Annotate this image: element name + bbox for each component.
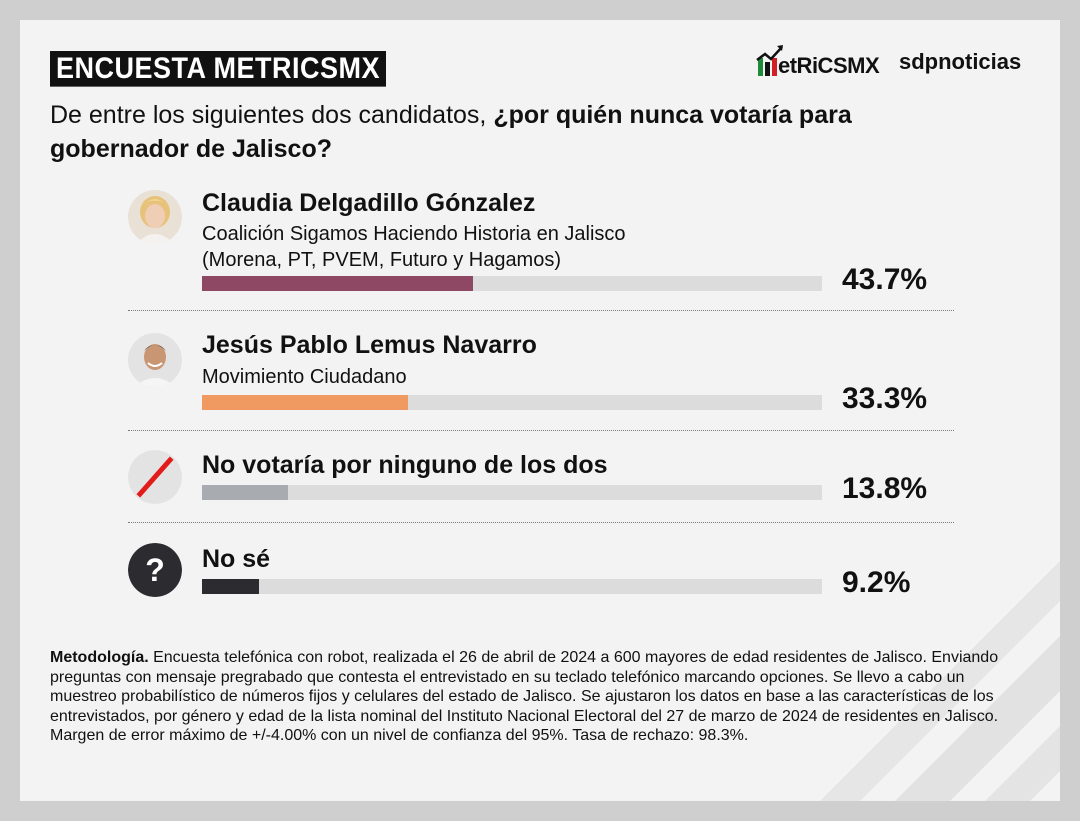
candidate-name-2: Jesús Pablo Lemus Navarro	[202, 331, 537, 359]
slash-icon	[128, 450, 182, 504]
metricsmx-logo-text: etRiCSMX	[778, 53, 880, 78]
bar-ninguno	[202, 485, 288, 500]
bar-track-1	[202, 276, 822, 291]
question-title: De entre los siguientes dos candidatos, …	[50, 98, 910, 166]
candidate-coalition-1b: (Morena, PT, PVEM, Futuro y Hagamos)	[202, 249, 562, 271]
question-part-1: De entre los siguientes dos candidatos,	[50, 101, 494, 129]
metricsmx-logo-mark	[756, 45, 783, 76]
bar-claudia	[202, 276, 473, 291]
candidate-name-1: Claudia Delgadillo Gónzalez	[202, 189, 536, 217]
avatar-claudia	[128, 190, 182, 244]
question-part-2: ¿por quién nunca votaría para gobernador…	[50, 101, 852, 163]
sdpnoticias-logo: sdpnoticias	[899, 49, 1022, 74]
bar-no-se	[202, 579, 260, 594]
bar-track-4	[202, 579, 822, 594]
value-label-ninguno: 13.8%	[842, 472, 928, 505]
row-divider-2	[128, 430, 954, 431]
background-stripes	[820, 561, 1060, 801]
row-divider-1	[128, 310, 954, 311]
candidate-coalition-1a: Coalición Sigamos Haciendo Historia en J…	[202, 223, 626, 245]
row-divider-3	[128, 522, 954, 523]
value-label-no-se: 9.2%	[842, 566, 911, 599]
option-name-3: No votaría por ninguno de los dos	[202, 451, 608, 479]
candidate-party-2: Movimiento Ciudadano	[202, 366, 407, 388]
question-mark-icon: ?	[128, 543, 182, 597]
methodology-text: Encuesta telefónica con robot, realizada…	[50, 649, 999, 744]
value-label-claudia: 43.7%	[842, 263, 928, 296]
svg-text:?: ?	[145, 552, 165, 588]
metricsmx-logo: etRiCSMX	[756, 44, 886, 78]
bar-track-3	[202, 485, 822, 500]
methodology-label: Metodología.	[50, 649, 149, 666]
option-name-4: No sé	[202, 545, 271, 573]
avatar-pablo	[128, 333, 182, 387]
survey-badge: ENCUESTA METRICSMX	[50, 51, 387, 87]
bar-track-2	[202, 395, 822, 410]
methodology-note: Metodología. Encuesta telefónica con rob…	[50, 648, 1020, 746]
poll-card: ENCUESTA METRICSMX etRiCSMX sdpnoticias …	[20, 20, 1060, 801]
value-label-pablo: 33.3%	[842, 382, 928, 415]
bar-pablo	[202, 395, 409, 410]
